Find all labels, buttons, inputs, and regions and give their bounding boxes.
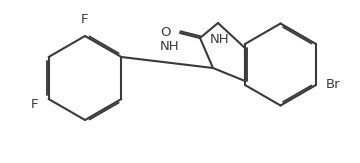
Text: F: F <box>81 13 89 26</box>
Text: NH: NH <box>159 40 179 53</box>
Text: Br: Br <box>326 79 341 91</box>
Text: NH: NH <box>210 33 230 46</box>
Text: O: O <box>161 25 171 38</box>
Text: F: F <box>31 97 39 111</box>
